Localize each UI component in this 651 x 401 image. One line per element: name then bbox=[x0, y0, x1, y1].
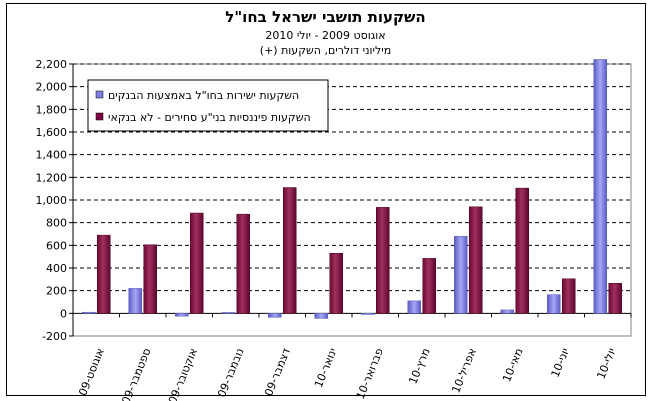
bar-portfolio-investment bbox=[236, 213, 250, 314]
bar-direct-investment bbox=[128, 288, 142, 314]
bar-direct-investment bbox=[454, 236, 468, 314]
y-tick-label: 1,800 bbox=[36, 103, 68, 116]
bar-portfolio-investment bbox=[190, 212, 204, 314]
x-tick-label: ינואר-10 bbox=[312, 346, 340, 389]
x-tick-label: נובמבר-09 bbox=[215, 346, 246, 399]
legend: השקעות ישירות בחו"ל באמצעות הבנקים השקעות… bbox=[87, 79, 329, 132]
y-tick-label: 0 bbox=[60, 307, 67, 320]
y-tick-label: 1,400 bbox=[36, 149, 68, 162]
legend-label: השקעות פיננסיות בני"ע סחירים - לא בנקאי bbox=[108, 111, 311, 124]
y-tick-label: 1,200 bbox=[36, 171, 68, 184]
bar-portfolio-investment bbox=[515, 187, 529, 314]
legend-swatch bbox=[95, 90, 104, 99]
y-tick-label: 1,600 bbox=[36, 126, 68, 139]
chart-subtitle: אוגוסט 2009 - יולי 2010 bbox=[265, 29, 386, 42]
x-tick-label: אוקטובר-09 bbox=[166, 346, 200, 401]
y-tick-label: 2,200 bbox=[36, 58, 68, 71]
y-tick-label: 1,000 bbox=[36, 194, 68, 207]
bar-portfolio-investment bbox=[329, 253, 343, 314]
bar-direct-investment bbox=[175, 313, 189, 317]
bar-portfolio-investment bbox=[562, 278, 576, 314]
bar-direct-investment bbox=[314, 313, 328, 319]
bar-portfolio-investment bbox=[422, 258, 436, 314]
bar-direct-investment bbox=[361, 313, 375, 315]
x-tick-label: מאי-10 bbox=[500, 346, 525, 384]
bar-direct-investment bbox=[547, 294, 561, 314]
x-tick-label: מרץ-10 bbox=[406, 346, 432, 386]
y-tick-label: 600 bbox=[46, 239, 67, 252]
y-tick-label: -200 bbox=[42, 330, 67, 343]
bar-portfolio-investment bbox=[143, 244, 157, 314]
x-tick-label: יולי-10 bbox=[594, 346, 618, 381]
chart-unit-label: מיליוני דולרים, השקעות (+) bbox=[259, 44, 392, 57]
bar-portfolio-investment bbox=[283, 187, 297, 314]
legend-swatch bbox=[95, 112, 104, 121]
x-tick-label: אוגוסט-09 bbox=[76, 346, 107, 397]
bar-direct-investment bbox=[82, 311, 96, 314]
bar-direct-investment bbox=[407, 300, 421, 314]
bar-portfolio-investment bbox=[608, 283, 622, 314]
x-tick-label: יוני-10 bbox=[549, 346, 572, 379]
y-tick-label: 2,000 bbox=[36, 81, 68, 94]
legend-box bbox=[87, 79, 329, 132]
legend-label: השקעות ישירות בחו"ל באמצעות הבנקים bbox=[108, 89, 299, 102]
x-tick-label: אפריל-10 bbox=[449, 346, 479, 395]
bar-portfolio-investment bbox=[97, 234, 111, 314]
bar-direct-investment bbox=[268, 313, 282, 318]
y-tick-label: 800 bbox=[46, 217, 67, 230]
bar-direct-investment bbox=[500, 309, 514, 314]
x-tick-label: פברואר-10 bbox=[354, 346, 386, 401]
x-tick-label: ספטמבר-09 bbox=[119, 346, 153, 401]
bar-portfolio-investment bbox=[376, 207, 390, 314]
bar-direct-investment bbox=[221, 312, 235, 314]
y-tick-label: 200 bbox=[46, 285, 67, 298]
y-tick-label: 400 bbox=[46, 262, 67, 275]
bar-portfolio-investment bbox=[469, 206, 483, 314]
chart-title: השקעות תושבי ישראל בחו"ל bbox=[225, 8, 426, 26]
x-tick-label: דצמבר-09 bbox=[262, 346, 293, 398]
bar-direct-investment bbox=[593, 59, 607, 314]
